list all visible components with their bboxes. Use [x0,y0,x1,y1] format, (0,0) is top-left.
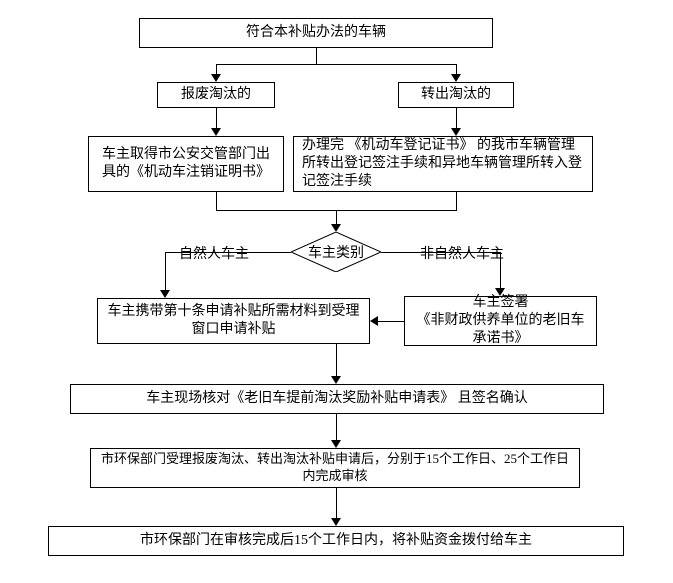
node-confirm-label: 车主现场核对《老旧车提前淘汰奖励补贴申请表》 且签名确认 [146,390,528,408]
edge [336,344,337,378]
node-apply: 车主携带第十条申请补贴所需材料到受理窗口申请补贴 [97,298,370,344]
node-scrap-label: 报废淘汰的 [181,86,251,104]
node-owner-type-label: 车主类别 [308,242,364,262]
node-commitment-label: 车主签署 《非财政供养单位的老旧车承诺书》 [413,294,588,349]
arrow-down-icon [211,74,221,82]
arrow-down-icon [451,128,461,136]
node-scrap-detail-label: 车主取得市公安交管部门出具的《机动车注销证明书》 [97,146,275,182]
node-confirm: 车主现场核对《老旧车提前淘汰奖励补贴申请表》 且签名确认 [70,384,604,414]
arrow-down-icon [331,376,341,384]
edge [500,252,501,290]
node-review-label: 市环保部门受理报废淘汰、转出淘汰补贴申请后，分别于15个工作日、25个工作日内完… [99,451,571,485]
node-start: 符合本补贴办法的车辆 [139,18,493,48]
node-transfer-detail-label: 办理完 《机动车登记证书》 的我市车辆管理所转出登记签注手续和异地车辆管理所转入… [302,137,584,192]
node-pay-label: 市环保部门在审核完成后15个工作日内，将补贴资金拨付给车主 [140,532,532,550]
edge [336,414,337,442]
arrow-down-icon [331,518,341,526]
node-commitment: 车主签署 《非财政供养单位的老旧车承诺书》 [404,296,597,346]
edge [165,252,166,292]
arrow-down-icon [495,288,505,296]
edge [456,192,457,210]
node-transfer-label: 转出淘汰的 [421,86,491,104]
edge [216,192,217,210]
node-review: 市环保部门受理报废淘汰、转出淘汰补贴申请后，分别于15个工作日、25个工作日内完… [90,448,580,488]
node-owner-type: 车主类别 [291,232,381,272]
edge [316,48,317,64]
edge [378,321,404,322]
node-start-label: 符合本补贴办法的车辆 [246,24,386,42]
node-apply-label: 车主携带第十条申请补贴所需材料到受理窗口申请补贴 [106,303,361,339]
node-transfer: 转出淘汰的 [398,82,514,108]
arrow-down-icon [211,128,221,136]
node-transfer-detail: 办理完 《机动车登记证书》 的我市车辆管理所转出登记签注手续和异地车辆管理所转入… [293,136,593,192]
arrow-down-icon [451,74,461,82]
arrow-right-icon [370,316,378,326]
edge [381,252,501,253]
node-scrap: 报废淘汰的 [157,82,275,108]
edge-label-non-natural: 非自然人车主 [418,243,506,263]
edge [216,64,457,65]
node-scrap-detail: 车主取得市公安交管部门出具的《机动车注销证明书》 [88,136,284,192]
edge [216,108,217,130]
edge [336,488,337,520]
edge [165,252,291,253]
edge [456,108,457,130]
arrow-down-icon [331,224,341,232]
arrow-down-icon [160,290,170,298]
edge-label-natural: 自然人车主 [177,243,251,263]
arrow-down-icon [331,440,341,448]
node-pay: 市环保部门在审核完成后15个工作日内，将补贴资金拨付给车主 [48,526,624,556]
